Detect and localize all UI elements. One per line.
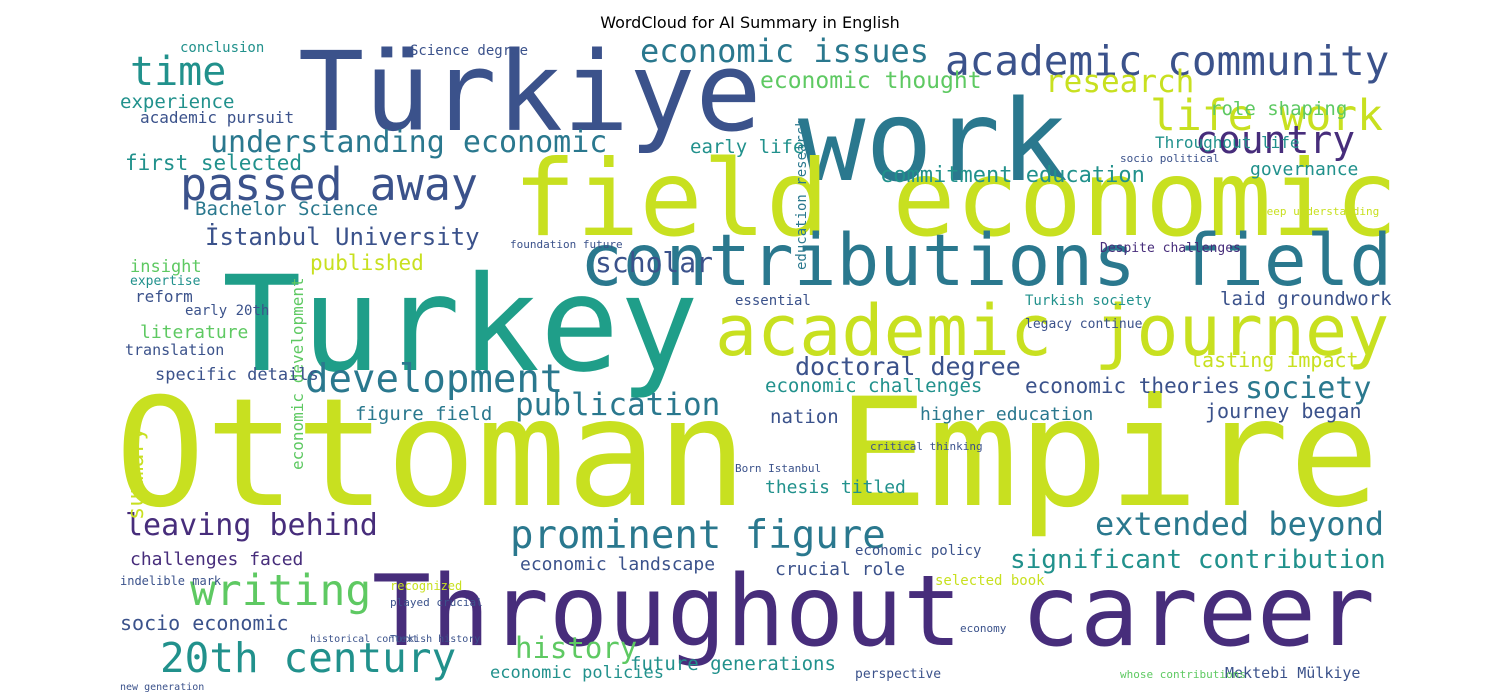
word: summary [124,427,149,520]
word: early life [690,136,804,158]
word: economic landscape [520,554,715,575]
word: research [1045,64,1194,100]
word: reform [135,287,193,306]
word: Throughout life [1155,133,1300,152]
word: critical thinking [870,440,983,453]
word: economic issues [640,32,929,70]
word: foundation future [510,238,623,251]
word: country [1195,118,1355,162]
word: academic pursuit [140,108,294,127]
word: writing [190,566,371,616]
word: thesis titled [765,477,906,498]
word: Ottoman Empire [115,367,1379,541]
word: Born Istanbul [735,462,821,475]
word: laid groundwork [1220,288,1392,310]
word: contributions field [580,219,1392,302]
word: development [305,357,563,402]
word: time [130,49,226,95]
word: economic challenges [765,375,982,397]
word: challenges faced [130,549,303,570]
word: conclusion [180,40,264,56]
word: experience [120,91,234,113]
word: insight [130,257,202,277]
word: doctoral degree [795,352,1021,381]
word: higher education [920,404,1093,425]
word: Throughout career [372,555,1375,669]
word: field economic [513,138,1398,260]
word: literature [140,322,248,343]
word: historical context [310,634,418,645]
word: life work [1150,91,1383,141]
word: publication [515,387,720,423]
word: Science degree [410,43,528,59]
word: Mektebi Mülkiye [1225,664,1360,682]
word: expertise [130,274,201,289]
word: recognized [390,579,462,593]
word: crucial role [775,559,905,580]
word: socio economic [120,611,289,635]
word: published [310,251,424,275]
word: commitment education [880,163,1145,188]
word: economic policy [855,543,981,559]
word: Turkey [222,248,699,402]
word: academic community [945,37,1389,85]
word: translation [125,341,224,359]
word: new generation [120,682,204,693]
word: played crucial [390,596,483,609]
word: economic thought [760,68,982,94]
word: socio political [1120,152,1219,165]
word: Bachelor Science [195,198,378,220]
word: whose contributions [1120,668,1246,681]
word: economic development [288,277,307,470]
word: governance [1250,159,1358,180]
word: economic policies [490,663,664,683]
word: 20th century [160,634,456,682]
word: role shaping [1210,98,1347,120]
word: nation [770,406,839,428]
word: prominent figure [510,513,886,558]
word: scholar [595,246,713,279]
word: work [798,77,1068,207]
word: society [1245,371,1371,406]
word: journey began [1205,399,1362,423]
word: Türkiye [298,28,762,156]
word: lasting impact [1190,348,1359,372]
word: economic theories [1025,374,1240,398]
word: legacy continue [1025,317,1143,332]
word: essential [735,293,811,309]
word: history [515,631,637,665]
word: economy [960,622,1007,635]
word: deep understanding [1260,205,1379,218]
word: selected book [935,573,1045,589]
word: Turkish society [1025,293,1151,309]
word: future generations [630,653,836,675]
chart-title: WordCloud for AI Summary in English [600,13,900,32]
word: indelible mark [120,574,222,588]
word: passed away [180,158,478,211]
word: understanding economic [210,125,607,160]
word: early 20th [185,303,269,319]
word: figure field [355,403,492,425]
word: leaving behind [125,508,378,543]
word: specific details [155,365,319,385]
word: perspective [855,667,941,682]
word: Despite challenges [1100,241,1241,256]
word: significant contribution [1010,545,1386,575]
word: İstanbul University [205,222,480,251]
word: education research [794,118,810,270]
word: extended beyond [1095,505,1384,543]
word: first selected [125,151,302,175]
word: academic journey [715,290,1389,372]
word: Turkish history [390,634,480,645]
